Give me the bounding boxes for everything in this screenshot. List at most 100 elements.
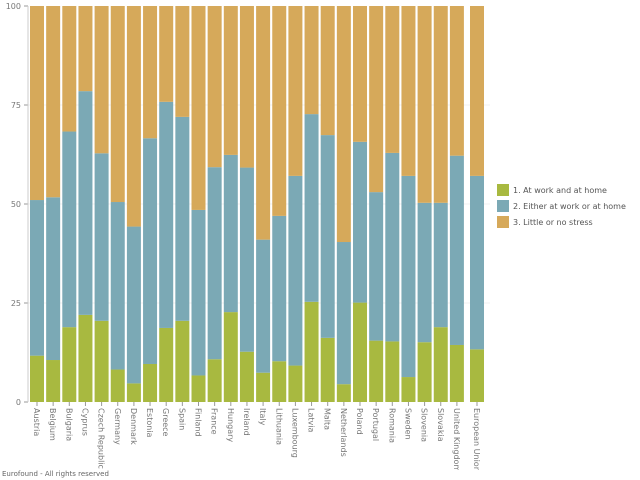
bar-segment-1 xyxy=(320,337,335,402)
x-tick-label: Spain xyxy=(177,408,186,430)
bar-segment-3 xyxy=(336,6,351,243)
bar-segment-1 xyxy=(223,312,238,402)
bar-segment-2 xyxy=(401,175,416,378)
x-tick-label: Luxembourg xyxy=(290,408,299,458)
bar-segment-3 xyxy=(207,6,222,168)
bar-segment-1 xyxy=(385,341,400,402)
stacked-bar-chart: 0 25 50 75 100 Austria Belgium Bulgaria Cyprus Cz… xyxy=(6,2,626,472)
bar-segment-3 xyxy=(191,6,206,210)
x-tick-label: Bulgaria xyxy=(64,408,73,441)
x-tick-label: Greece xyxy=(161,408,170,437)
bar-segment-2 xyxy=(369,192,384,341)
bar-segment-3 xyxy=(223,6,238,155)
bar-segment-2 xyxy=(288,175,303,366)
bar-segment-2 xyxy=(126,226,141,384)
bar-segment-1 xyxy=(433,327,448,402)
x-tick-label: Romania xyxy=(387,408,396,443)
y-tick-label: 50 xyxy=(11,200,21,209)
x-tick-label: Czech Republic xyxy=(97,408,106,469)
bar-segment-2 xyxy=(110,202,125,370)
bar-segment-2 xyxy=(175,116,190,321)
bar-segment-3 xyxy=(78,6,93,92)
bar-segment-1 xyxy=(304,301,319,402)
legend-swatch xyxy=(497,200,509,212)
bar-segment-1 xyxy=(353,302,367,402)
bar-segment-2 xyxy=(417,202,432,343)
bar-segment-2 xyxy=(94,153,109,321)
bar-segment-1 xyxy=(159,327,174,402)
bar-segment-2 xyxy=(143,138,158,364)
x-tick-label: Portugal xyxy=(371,408,380,441)
bar-segment-3 xyxy=(126,6,141,227)
bar-segment-1 xyxy=(239,351,254,402)
bar-segment-3 xyxy=(401,6,416,176)
bar-segment-3 xyxy=(417,6,432,203)
bar-segment-1 xyxy=(288,365,303,402)
bar-segment-2 xyxy=(30,200,44,356)
bar-segment-1 xyxy=(175,320,190,402)
bar-segment-3 xyxy=(369,6,384,193)
bar-segment-1 xyxy=(30,355,44,402)
bar-segment-2 xyxy=(191,209,206,376)
bar-segment-1 xyxy=(110,369,125,402)
bar-segment-3 xyxy=(30,6,44,201)
bar-segment-3 xyxy=(272,6,287,216)
x-tick-label: Poland xyxy=(355,408,364,435)
bar-segment-1 xyxy=(207,359,222,402)
bar-segment-1 xyxy=(417,342,432,402)
bar-segment-1 xyxy=(470,349,484,402)
legend-swatch xyxy=(497,216,509,228)
bar-segment-2 xyxy=(272,215,287,362)
bar-segment-1 xyxy=(256,372,271,402)
bar-segment-3 xyxy=(288,6,303,176)
bar-segment-3 xyxy=(353,6,367,142)
bar-segment-3 xyxy=(94,6,109,154)
bar-segment-1 xyxy=(46,360,61,402)
bar-segment-3 xyxy=(110,6,125,203)
bar-segment-2 xyxy=(159,101,174,328)
bar-segment-1 xyxy=(78,314,93,402)
bar-segment-1 xyxy=(62,327,77,402)
x-tick-label: Netherlands xyxy=(339,408,348,457)
bar-segment-3 xyxy=(304,6,319,115)
x-tick-label: Lithuania xyxy=(274,408,283,445)
x-tick-label: Ireland xyxy=(242,408,251,436)
bar-segment-1 xyxy=(336,384,351,402)
y-tick-label: 0 xyxy=(16,398,21,407)
bar-segment-1 xyxy=(449,344,464,402)
bar-segment-2 xyxy=(433,202,448,328)
bar-segment-3 xyxy=(46,6,61,198)
x-tick-label: France xyxy=(210,408,219,435)
legend-label: 1. At work and at home xyxy=(513,186,607,195)
bar-segment-3 xyxy=(239,6,254,168)
bar-segment-1 xyxy=(272,361,287,402)
bar-segment-1 xyxy=(126,383,141,402)
x-tick-label: Germany xyxy=(113,408,122,445)
bar-segment-2 xyxy=(223,154,238,313)
bar-segment-2 xyxy=(46,197,61,361)
legend-swatch xyxy=(497,184,509,196)
bar-segment-2 xyxy=(353,141,367,303)
bar-segment-3 xyxy=(470,6,484,176)
x-tick-label: Estonia xyxy=(145,408,154,438)
bar-segment-3 xyxy=(433,6,448,203)
y-tick-label: 75 xyxy=(11,101,21,110)
x-tick-label: Belgium xyxy=(48,408,57,441)
bar-segment-2 xyxy=(239,167,254,352)
x-tick-label: Sweden xyxy=(403,408,412,440)
bar-segment-1 xyxy=(94,320,109,402)
bar-segment-2 xyxy=(304,114,319,302)
bar-segment-1 xyxy=(369,340,384,402)
x-tick-label: Latvia xyxy=(307,408,316,432)
x-tick-label: Denmark xyxy=(129,408,138,445)
y-tick-label: 25 xyxy=(11,299,21,308)
legend-label: 2. Either at work or at home xyxy=(513,202,626,211)
bar-segment-2 xyxy=(320,135,335,338)
bar-segment-3 xyxy=(143,6,158,139)
x-tick-label: Hungary xyxy=(226,408,235,442)
bar-segment-3 xyxy=(256,6,271,240)
bar-segment-3 xyxy=(159,6,174,102)
x-tick-label: Finland xyxy=(194,408,203,437)
y-tick-label: 100 xyxy=(6,2,21,11)
bar-segment-2 xyxy=(207,167,222,360)
